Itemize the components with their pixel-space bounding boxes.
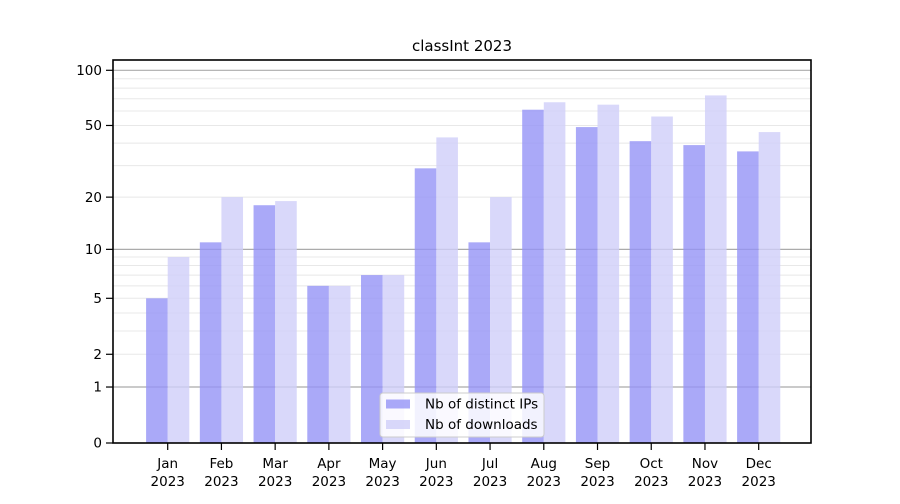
bar-downloads-feb <box>221 197 244 443</box>
x-tick-label-year-oct: 2023 <box>634 474 668 490</box>
bar-downloads-jul <box>490 197 512 443</box>
x-tick-label-year-nov: 2023 <box>688 474 722 490</box>
x-tick-label-month-jul: Jul <box>481 456 498 472</box>
bar-downloads-apr <box>328 285 351 443</box>
bar-downloads-nov <box>704 95 727 443</box>
x-tick-label-month-may: May <box>369 456 397 472</box>
legend: Nb of distinct IPs Nb of downloads <box>379 392 545 438</box>
bar-downloads-dec <box>758 132 781 444</box>
bar-downloads-jan <box>167 257 190 443</box>
bar-ips-aug <box>522 109 544 443</box>
x-tick-label-year-dec: 2023 <box>742 474 776 490</box>
y-tick-label-100: 100 <box>76 63 102 79</box>
bar-ips-dec <box>737 151 759 443</box>
y-tick-label-10: 10 <box>85 242 102 258</box>
bar-ips-jun <box>414 168 437 444</box>
x-tick-label-year-jul: 2023 <box>473 474 507 490</box>
x-tick-label-month-jan: Jan <box>156 456 178 472</box>
x-tick-label-year-jan: 2023 <box>151 474 185 490</box>
bar-ips-apr <box>307 285 329 443</box>
y-tick-label-2: 2 <box>93 347 102 363</box>
bar-ips-oct <box>629 141 652 444</box>
legend-label-downloads: Nb of downloads <box>425 417 538 433</box>
x-tick-label-month-mar: Mar <box>262 456 288 472</box>
bar-ips-sep <box>575 127 598 444</box>
bar-downloads-aug <box>543 102 566 443</box>
x-tick-label-month-oct: Oct <box>640 456 663 472</box>
bar-ips-feb <box>199 242 222 443</box>
legend-box <box>379 392 545 438</box>
x-tick-label-year-jun: 2023 <box>419 474 453 490</box>
plot-border <box>112 59 812 444</box>
x-tick-label-year-aug: 2023 <box>527 474 561 490</box>
x-tick-label-year-may: 2023 <box>365 474 399 490</box>
y-tick-label-5: 5 <box>93 291 102 307</box>
x-tick-label-year-apr: 2023 <box>312 474 346 490</box>
y-tick-label-20: 20 <box>85 190 102 206</box>
legend-swatch-ips <box>386 399 410 409</box>
bar-ips-jan <box>146 298 168 443</box>
x-tick-label-month-sep: Sep <box>585 456 610 472</box>
x-tick-label-month-dec: Dec <box>746 456 772 472</box>
bar-ips-mar <box>253 205 276 443</box>
chart-title: classInt 2023 <box>412 37 512 55</box>
x-tick-label-month-aug: Aug <box>531 456 557 472</box>
bar-ips-may <box>361 275 383 443</box>
bar-downloads-mar <box>275 201 297 443</box>
axis-ticks-and-labels: 0 1 2 5 10 20 50 100 Jan 2023 Feb 2023 Mar 2023 Apr 202… <box>76 63 776 490</box>
x-tick-label-year-mar: 2023 <box>258 474 292 490</box>
y-tick-label-0: 0 <box>93 436 102 452</box>
x-tick-label-year-sep: 2023 <box>580 474 614 490</box>
bar-downloads-sep <box>597 104 620 444</box>
x-tick-label-month-apr: Apr <box>317 456 341 472</box>
x-tick-label-month-feb: Feb <box>209 456 233 472</box>
bar-downloads-oct <box>651 116 673 443</box>
legend-swatch-downloads <box>386 420 410 429</box>
x-tick-label-month-nov: Nov <box>692 456 718 472</box>
legend-label-ips: Nb of distinct IPs <box>425 397 538 413</box>
bar-ips-nov <box>683 145 705 443</box>
bar-downloads-jun <box>436 137 458 443</box>
y-tick-label-1: 1 <box>93 380 102 396</box>
x-tick-label-year-feb: 2023 <box>204 474 238 490</box>
x-tick-label-month-jun: Jun <box>425 456 447 472</box>
y-tick-label-50: 50 <box>85 118 102 134</box>
bars <box>146 95 781 444</box>
